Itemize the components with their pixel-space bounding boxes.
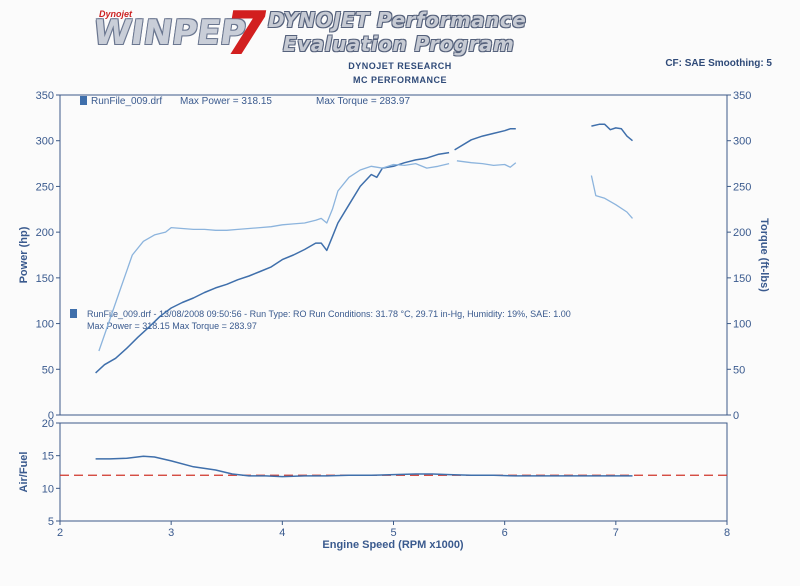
air-fuel-curve [95,455,633,478]
legend-top-file: RunFile_009.drf [91,96,162,107]
legend-top-max-power: Max Power = 318.15 [180,96,272,107]
rpm-tick-label: 8 [724,527,730,539]
company-name: DYNOJET RESEARCH [348,61,452,71]
legend-run-details: RunFile_009.drf - 13/08/2008 09:50:56 - … [87,309,571,319]
power-tick-label: 0 [48,410,54,422]
power-tick-label: 300 [36,136,54,148]
power-tick-label: 50 [42,364,54,376]
legend-top-max-torque: Max Torque = 283.97 [316,96,410,107]
air-fuel-axis-label: Air/Fuel [18,452,30,493]
air-fuel-tick-label: 10 [42,483,54,495]
engine-speed-axis-label: Engine Speed (RPM x1000) [322,539,464,551]
power-curve-segment [591,123,633,142]
torque-curve-segment [590,175,633,219]
rpm-tick-label: 3 [168,527,174,539]
torque-tick-label: 200 [733,227,751,239]
customer-name: MC PERFORMANCE [353,75,447,85]
torque-tick-label: 0 [733,410,739,422]
rpm-tick-label: 2 [57,527,63,539]
power-curve-segment [454,128,516,151]
torque-curve-segment [456,160,517,168]
power-tick-label: 200 [36,227,54,239]
rpm-tick-label: 6 [502,527,508,539]
air-fuel-tick-label: 15 [42,451,54,463]
power-curve-segment [95,151,450,374]
power-axis-label: Power (hp) [18,226,30,283]
power-tick-label: 350 [36,90,54,102]
torque-tick-label: 250 [733,181,751,193]
torque-tick-label: 350 [733,90,751,102]
power-tick-label: 150 [36,273,54,285]
legend-swatch-top [80,96,87,105]
torque-tick-label: 50 [733,364,745,376]
app-title-line2: Evaluation Program [283,32,515,56]
air-fuel-tick-label: 5 [48,516,54,528]
torque-axis-label: Torque (ft-lbs) [758,218,770,292]
power-tick-label: 100 [36,319,54,331]
legend-run-max-values: Max Power = 318.15 Max Torque = 283.97 [87,321,257,331]
air-fuel-tick-label: 20 [42,418,54,430]
app-title-line1: DYNOJET Performance [268,8,527,32]
air-fuel-plot-frame [59,422,728,522]
torque-tick-label: 150 [733,273,751,285]
power-torque-plot-frame [59,94,728,416]
rpm-tick-label: 4 [279,527,285,539]
torque-tick-label: 100 [733,319,751,331]
correction-settings: CF: SAE Smoothing: 5 [665,58,772,69]
legend-swatch-run [70,309,77,318]
power-tick-label: 250 [36,181,54,193]
torque-tick-label: 300 [733,136,751,148]
logo-tag: Dynojet [99,9,133,19]
torque-curve-segment [98,162,450,352]
rpm-tick-label: 7 [613,527,619,539]
rpm-tick-label: 5 [390,527,396,539]
